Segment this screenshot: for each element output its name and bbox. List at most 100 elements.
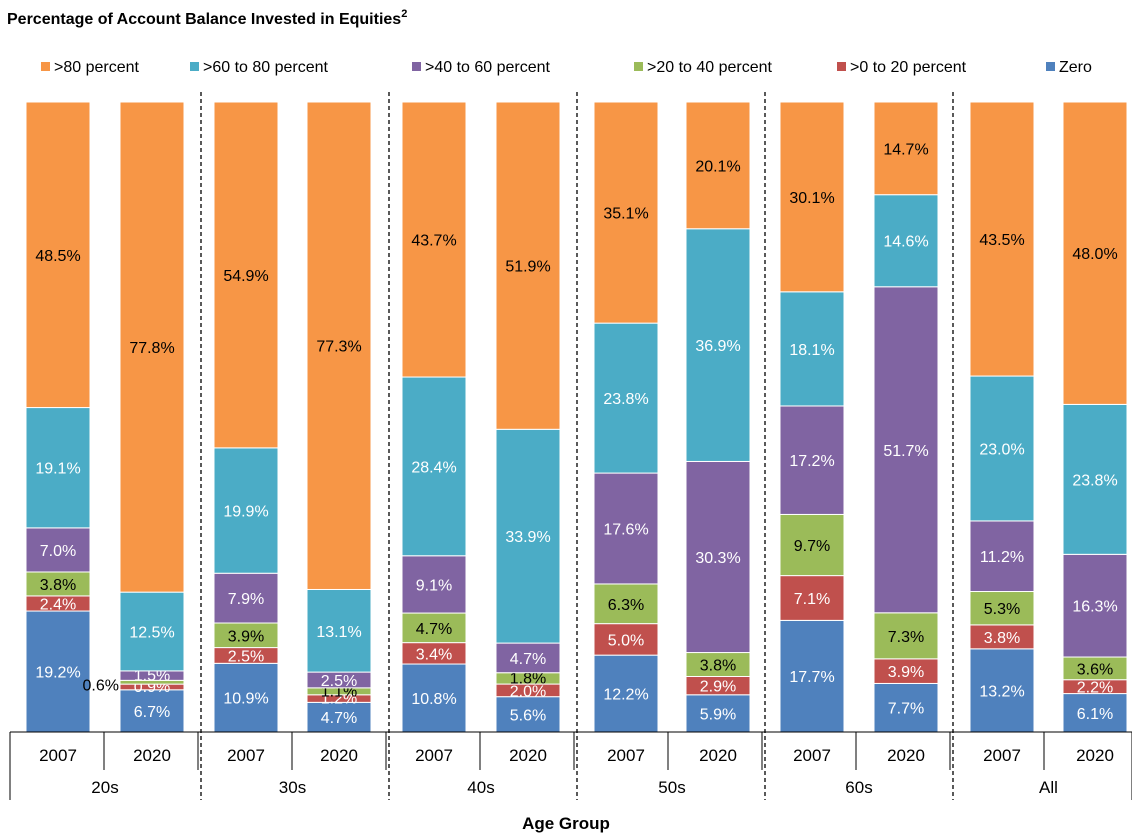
bar-segment-zero	[873, 682, 939, 733]
bar-segment-zero	[213, 662, 279, 733]
legend-swatch	[634, 62, 643, 71]
data-label: 14.7%	[883, 141, 928, 158]
bar-30s-2007: 10.9% 2.5% 3.9% 7.9% 19.9% 54.9%	[213, 101, 279, 733]
bar-segment-gt40-to-60-percent	[1062, 553, 1128, 658]
data-label: 17.6%	[603, 522, 648, 539]
bar-segment-gt40-to-60-percent	[213, 572, 279, 624]
data-label: 2.5%	[321, 673, 357, 690]
bar-segment-zero	[306, 701, 372, 733]
bar-50s-2007: 12.2% 5.0% 6.3% 17.6% 23.8% 35.1%	[593, 101, 659, 733]
data-label: 4.7%	[321, 710, 357, 727]
data-label: 7.1%	[794, 591, 830, 608]
data-label: 3.9%	[228, 628, 264, 645]
chart-title-superscript: 2	[401, 8, 407, 20]
data-label: 20.1%	[695, 158, 740, 175]
x-tick-label-year: 2020	[699, 746, 737, 765]
data-label: 30.1%	[789, 190, 834, 207]
bar-segment-gt80-percent	[25, 101, 91, 409]
bar-segment-gt60-to-80-percent	[1062, 403, 1128, 555]
bar-segment-gt0-to-20-percent	[593, 623, 659, 656]
bar-segment-gt40-to-60-percent	[593, 472, 659, 585]
bar-segment-gt40-to-60-percent	[779, 405, 845, 515]
data-label: 3.4%	[416, 646, 452, 663]
bar-30s-2020: 4.7%1.2%1.1%2.5%13.1%77.3%	[306, 101, 372, 733]
data-label: 30.3%	[695, 550, 740, 567]
data-label: 43.7%	[411, 233, 456, 250]
x-tick-label-year: 2007	[227, 746, 265, 765]
data-label: 5.3%	[984, 601, 1020, 618]
x-tick-label-group: 50s	[658, 778, 685, 797]
legend-label: >80 percent	[54, 59, 140, 76]
bar-segment-gt40-to-60-percent	[969, 520, 1035, 593]
group-separators	[200, 92, 954, 800]
bar-segment-gt20-to-40-percent	[969, 591, 1035, 626]
data-label: 7.7%	[888, 701, 924, 718]
data-label: 11.2%	[980, 549, 1024, 566]
data-label: 6.3%	[608, 597, 644, 614]
bar-segment-gt60-to-80-percent	[306, 588, 372, 673]
data-label: 7.0%	[40, 543, 76, 560]
data-label: 9.1%	[416, 577, 452, 594]
x-tick-label-year: 2007	[983, 746, 1021, 765]
legend-label: Zero	[1059, 59, 1092, 76]
data-label: 19.9%	[223, 504, 268, 521]
x-tick-label-year: 2020	[509, 746, 547, 765]
bar-segment-zero	[119, 689, 185, 733]
bar-segment-gt80-percent	[306, 101, 372, 590]
x-tick-label-year: 2007	[415, 746, 453, 765]
data-label: 17.2%	[789, 453, 834, 470]
bar-all-2020: 6.1% 2.2% 3.6% 16.3% 23.8% 48.0%	[1062, 101, 1128, 733]
x-axis: 2007 2020 2007 2020 2007 2020 2007 2020 2007 2020…	[9, 731, 1132, 800]
data-label: 10.8%	[411, 691, 456, 708]
legend-swatch	[190, 62, 199, 71]
data-label: 3.9%	[888, 664, 924, 681]
bar-segment-gt0-to-20-percent	[779, 575, 845, 621]
data-label: 7.3%	[888, 629, 924, 646]
data-label: 9.7%	[794, 538, 830, 555]
data-label: 77.8%	[129, 340, 174, 357]
bar-segment-zero	[495, 696, 561, 733]
data-label: 12.2%	[603, 687, 648, 704]
legend-label: >0 to 20 percent	[850, 59, 967, 76]
bar-segment-gt20-to-40-percent	[213, 622, 279, 649]
bar-segment-gt80-percent	[119, 101, 185, 593]
bar-segment-gt60-to-80-percent	[873, 194, 939, 288]
x-tick-label-group: 40s	[467, 778, 494, 797]
data-label: 0.6%	[83, 677, 119, 694]
legend-item-zero: Zero	[1046, 59, 1092, 76]
bar-segment-gt80-percent	[401, 101, 467, 378]
bar-segment-gt80-percent	[969, 101, 1035, 377]
bar-segment-gt60-to-80-percent	[119, 591, 185, 672]
data-label: 23.8%	[603, 391, 648, 408]
data-label: 19.1%	[35, 461, 80, 478]
bar-50s-2020: 5.9% 2.9% 3.8% 30.3% 36.9% 20.1%	[685, 101, 751, 733]
data-label: 43.5%	[979, 232, 1024, 249]
legend-item-gt40-to-60-percent: >40 to 60 percent	[412, 59, 551, 76]
data-label: 6.7%	[134, 704, 170, 721]
bar-40s-2007: 10.8% 3.4% 4.7% 9.1% 28.4% 43.7%	[401, 101, 467, 733]
bar-segment-gt40-to-60-percent	[873, 286, 939, 614]
data-label: 14.6%	[883, 234, 928, 251]
legend-swatch	[41, 62, 50, 71]
data-label: 7.9%	[228, 591, 264, 608]
bar-segment-gt60-to-80-percent	[213, 447, 279, 574]
bar-segment-gt80-percent	[685, 101, 751, 230]
bar-segment-gt60-to-80-percent	[495, 428, 561, 644]
data-label: 35.1%	[603, 206, 648, 223]
bar-segment-gt40-to-60-percent	[685, 460, 751, 654]
bar-all-2007: 13.2% 3.8% 5.3% 11.2% 23.0% 43.5%	[969, 101, 1035, 733]
bar-60s-2007: 17.7% 7.1% 9.7% 17.2% 18.1% 30.1%	[779, 101, 845, 733]
bar-segment-gt20-to-40-percent	[779, 513, 845, 577]
x-tick-label-year: 2007	[607, 746, 645, 765]
bar-segment-gt80-percent	[873, 101, 939, 196]
legend-swatch	[1046, 62, 1055, 71]
legend-swatch	[412, 62, 421, 71]
x-tick-label-year: 2020	[133, 746, 171, 765]
data-label: 36.9%	[695, 338, 740, 355]
chart-title: Percentage of Account Balance Invested i…	[7, 8, 407, 28]
data-label: 51.9%	[505, 259, 550, 276]
legend-swatch	[837, 62, 846, 71]
bar-segment-gt80-percent	[593, 101, 659, 324]
bar-segment-zero	[1062, 693, 1128, 733]
bar-segment-gt60-to-80-percent	[25, 407, 91, 529]
